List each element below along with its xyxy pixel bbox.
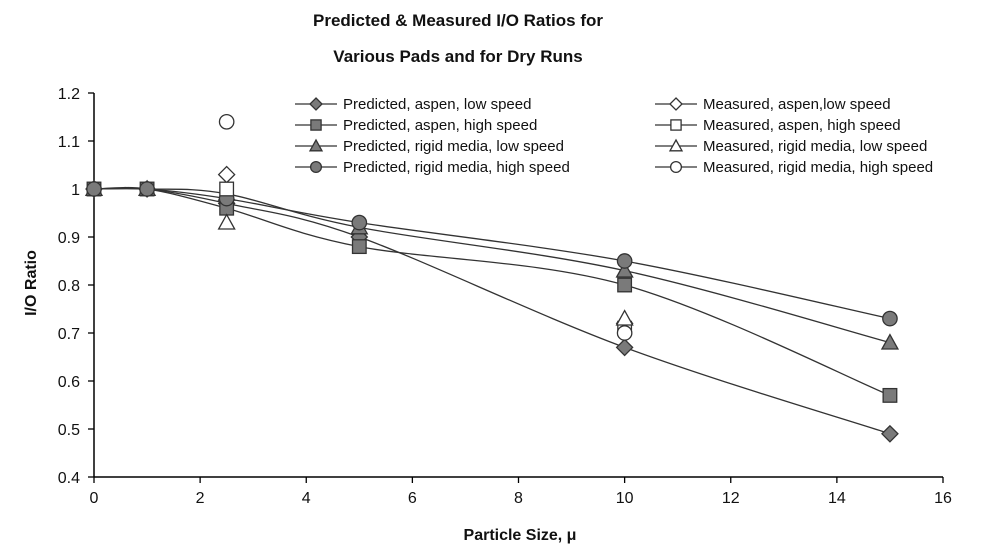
series-lines <box>93 186 891 435</box>
x-tick-label: 16 <box>934 490 952 507</box>
predicted-triangle-point <box>615 261 634 278</box>
y-axis-title: I/O Ratio <box>23 250 40 316</box>
legend-label: Predicted, aspen, high speed <box>343 117 537 134</box>
y-tick-label: 0.7 <box>58 326 80 343</box>
measured-triangle-point <box>615 309 634 326</box>
y-tick-label: 0.8 <box>58 278 80 295</box>
legend-marker-diamond <box>309 97 323 111</box>
measured-square-point <box>219 181 235 197</box>
predicted-circle-point <box>351 214 368 231</box>
y-tick-label: 0.9 <box>58 230 80 247</box>
predicted-square-point <box>882 387 898 403</box>
legend-marker-square <box>310 119 322 131</box>
legend: Predicted, aspen, low speed Predicted, as… <box>295 96 933 176</box>
legend-label: Predicted, rigid media, high speed <box>343 159 570 176</box>
legend-marker-circle <box>309 160 323 174</box>
x-axis-title: Particle Size, μ <box>464 527 577 544</box>
measured-circle-point <box>218 113 235 130</box>
y-tick-label: 0.6 <box>58 374 80 391</box>
y-tick-label: 1 <box>71 182 80 199</box>
chart-title-line-2: Various Pads and for Dry Runs <box>333 47 582 66</box>
x-tick-label: 0 <box>90 490 99 507</box>
y-tick-label: 1.2 <box>58 86 80 103</box>
data-markers <box>84 113 900 443</box>
y-tick-label: 0.4 <box>58 470 80 487</box>
series-line-diamond <box>93 187 891 435</box>
measured-triangle-point <box>217 213 236 230</box>
legend-label: Measured, rigid media, high speed <box>703 159 933 176</box>
legend-label: Measured, aspen, high speed <box>703 117 901 134</box>
legend-label: Predicted, rigid media, low speed <box>343 138 564 155</box>
predicted-diamond-point <box>615 338 634 357</box>
series-line-circle <box>93 187 891 320</box>
axes: 0 2 4 6 8 10 12 14 16 0.4 0.5 0.6 0.7 0.8 0.9 1 1.1 1.2 <box>58 86 952 507</box>
legend-marker-circle <box>669 160 683 174</box>
x-tick-label: 14 <box>828 490 846 507</box>
predicted-circle-point <box>616 253 633 269</box>
predicted-triangle-point <box>880 333 900 350</box>
predicted-circle-point <box>139 181 155 197</box>
y-tick-label: 1.1 <box>58 134 80 151</box>
x-tick-label: 10 <box>616 490 634 507</box>
measured-circle-point <box>616 325 633 341</box>
legend-label: Measured, rigid media, low speed <box>703 138 927 155</box>
measured-diamond-point <box>217 165 236 184</box>
predicted-diamond-point <box>881 424 899 443</box>
legend-label: Predicted, aspen, low speed <box>343 96 531 113</box>
predicted-circle-point <box>86 181 102 197</box>
legend-marker-square <box>670 119 682 131</box>
y-tick-label: 0.5 <box>58 422 80 439</box>
legend-marker-triangle <box>308 138 324 152</box>
predicted-circle-point <box>882 310 898 327</box>
x-tick-label: 2 <box>196 490 205 507</box>
legend-label: Measured, aspen,low speed <box>703 96 891 113</box>
x-tick-label: 4 <box>302 490 311 507</box>
legend-marker-diamond <box>669 97 683 111</box>
x-tick-label: 6 <box>408 490 417 507</box>
x-tick-label: 8 <box>514 490 523 507</box>
x-tick-label: 12 <box>722 490 740 507</box>
chart-title-line-1: Predicted & Measured I/O Ratios for <box>313 11 603 30</box>
predicted-square-point <box>617 277 633 293</box>
legend-marker-triangle <box>668 138 684 152</box>
series-line-triangle <box>93 187 891 344</box>
predicted-square-point <box>351 239 367 255</box>
